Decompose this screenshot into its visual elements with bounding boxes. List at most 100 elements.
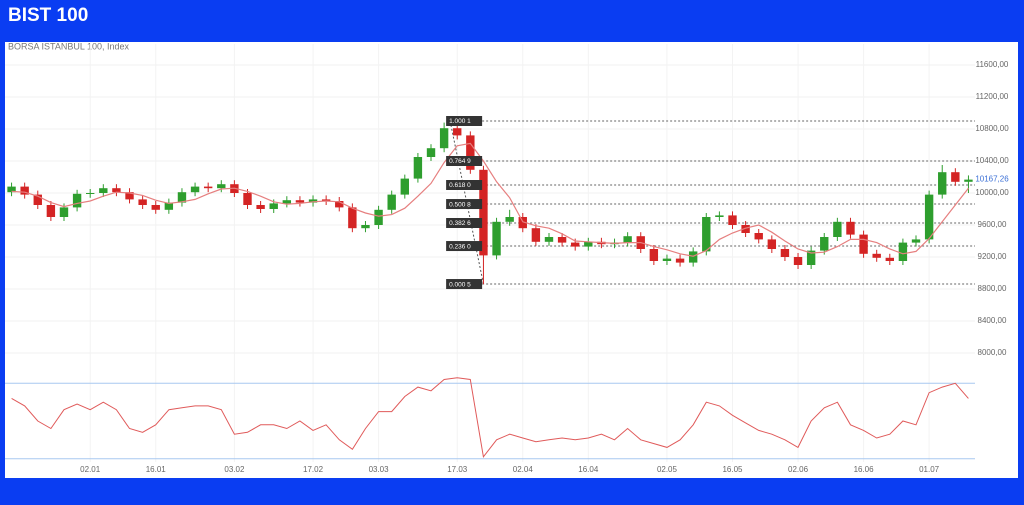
candle-body <box>964 179 973 182</box>
fib-label-box <box>446 116 483 126</box>
last-price-label: 10167,26 <box>975 175 1009 184</box>
candle-body <box>662 258 672 261</box>
x-tick-label: 01.07 <box>919 465 940 474</box>
candle-body <box>898 242 908 261</box>
fib-label: 0.618 0 <box>449 182 471 189</box>
candle-body <box>754 233 763 240</box>
y-tick-label: 11600,00 <box>976 60 1009 69</box>
candle-body <box>833 221 842 237</box>
candle-body <box>7 186 16 193</box>
x-tick-label: 17.03 <box>447 465 468 474</box>
candle-body <box>86 193 95 194</box>
candle-body <box>688 251 698 263</box>
candle-body <box>623 236 632 243</box>
candle-body <box>479 169 488 256</box>
candle-body <box>439 128 449 149</box>
y-tick-label: 10400,00 <box>975 156 1009 165</box>
candle-body <box>348 207 357 229</box>
candle-body <box>217 184 226 189</box>
candle-body <box>741 225 750 233</box>
candle-body <box>177 192 187 203</box>
candle-body <box>400 178 409 195</box>
candle-body <box>859 234 868 254</box>
candle-body <box>466 135 475 170</box>
candle-body <box>806 250 816 265</box>
candle-body <box>72 193 82 208</box>
x-tick-label: 02.05 <box>657 465 678 474</box>
candle-body <box>125 192 134 200</box>
candle-body <box>715 215 724 217</box>
y-tick-label: 9600,00 <box>978 220 1007 229</box>
candle-body <box>151 205 160 210</box>
candle-body <box>426 148 436 157</box>
moving-average <box>11 142 969 257</box>
candle-body <box>269 203 278 209</box>
candle-body <box>938 172 947 195</box>
candle-body <box>544 237 554 242</box>
candle-body <box>702 217 711 252</box>
candle-body <box>256 205 265 209</box>
candle-body <box>203 186 213 189</box>
candle-body <box>557 237 567 243</box>
x-tick-label: 16.06 <box>854 465 875 474</box>
rsi-line <box>11 377 969 459</box>
fib-label: 0.382 6 <box>449 220 471 227</box>
candle-body <box>518 217 527 229</box>
candle-body <box>453 128 462 136</box>
y-tick-label: 8400,00 <box>978 316 1007 325</box>
fib-label-box <box>446 279 483 290</box>
candle-body <box>728 215 737 225</box>
fib-label: 0.000 5 <box>449 281 471 288</box>
candle-body <box>911 239 921 243</box>
candle-body <box>33 194 42 205</box>
candle-body <box>649 249 659 261</box>
candle-body <box>872 253 881 258</box>
candle-body <box>99 188 108 193</box>
candle-body <box>59 207 69 217</box>
candle-body <box>295 200 305 203</box>
fib-label-box <box>446 199 483 210</box>
candle-body <box>885 257 894 261</box>
y-tick-label: 11200,00 <box>976 92 1009 101</box>
candle-body <box>243 193 252 205</box>
y-tick-label: 10000,00 <box>975 188 1009 197</box>
fib-label: 0.500 8 <box>449 201 471 208</box>
candle-body <box>20 186 29 195</box>
fib-label-box <box>446 156 483 166</box>
candle-body <box>951 172 960 182</box>
candle-body <box>780 249 790 257</box>
fib-label: 1.000 1 <box>449 118 471 125</box>
x-tick-label: 02.01 <box>80 465 101 474</box>
y-tick-label: 8000,00 <box>978 348 1007 357</box>
x-tick-label: 02.06 <box>788 465 809 474</box>
candle-body <box>505 217 514 222</box>
candle-body <box>374 209 383 225</box>
x-tick-label: 03.02 <box>224 465 245 474</box>
candle-body <box>321 199 331 201</box>
fib-label: 0.236 0 <box>449 243 471 250</box>
y-tick-label: 8800,00 <box>978 284 1007 293</box>
y-tick-label: 9200,00 <box>978 252 1007 261</box>
candle-body <box>531 228 541 242</box>
candle-body <box>46 205 56 217</box>
candle-body <box>308 199 318 203</box>
candle-body <box>190 186 200 193</box>
candle-body <box>793 257 803 265</box>
candle-body <box>924 194 934 240</box>
y-tick-label: 10800,00 <box>975 124 1009 133</box>
fib-label-box <box>446 180 483 190</box>
candle-body <box>767 239 777 249</box>
candle-body <box>112 188 121 193</box>
candle-body <box>282 200 292 204</box>
x-tick-label: 16.01 <box>146 465 167 474</box>
candle-body <box>387 194 396 210</box>
page-title: BIST 100 <box>8 5 89 26</box>
candle-body <box>335 201 344 208</box>
candle-body <box>361 225 370 229</box>
x-tick-label: 16.05 <box>722 465 743 474</box>
chart-panel <box>5 42 1018 478</box>
candle-body <box>675 258 685 263</box>
candle-body <box>138 199 147 205</box>
